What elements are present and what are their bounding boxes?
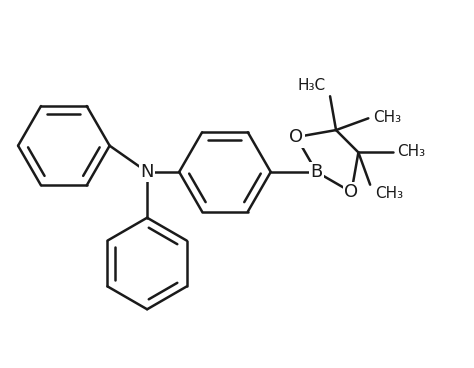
Text: N: N — [140, 163, 154, 181]
Text: CH₃: CH₃ — [373, 110, 401, 125]
Text: H₃C: H₃C — [297, 78, 325, 93]
Text: B: B — [310, 163, 323, 181]
Text: CH₃: CH₃ — [398, 144, 426, 159]
Text: CH₃: CH₃ — [375, 186, 403, 201]
Text: O: O — [344, 183, 358, 201]
Text: O: O — [289, 128, 303, 146]
